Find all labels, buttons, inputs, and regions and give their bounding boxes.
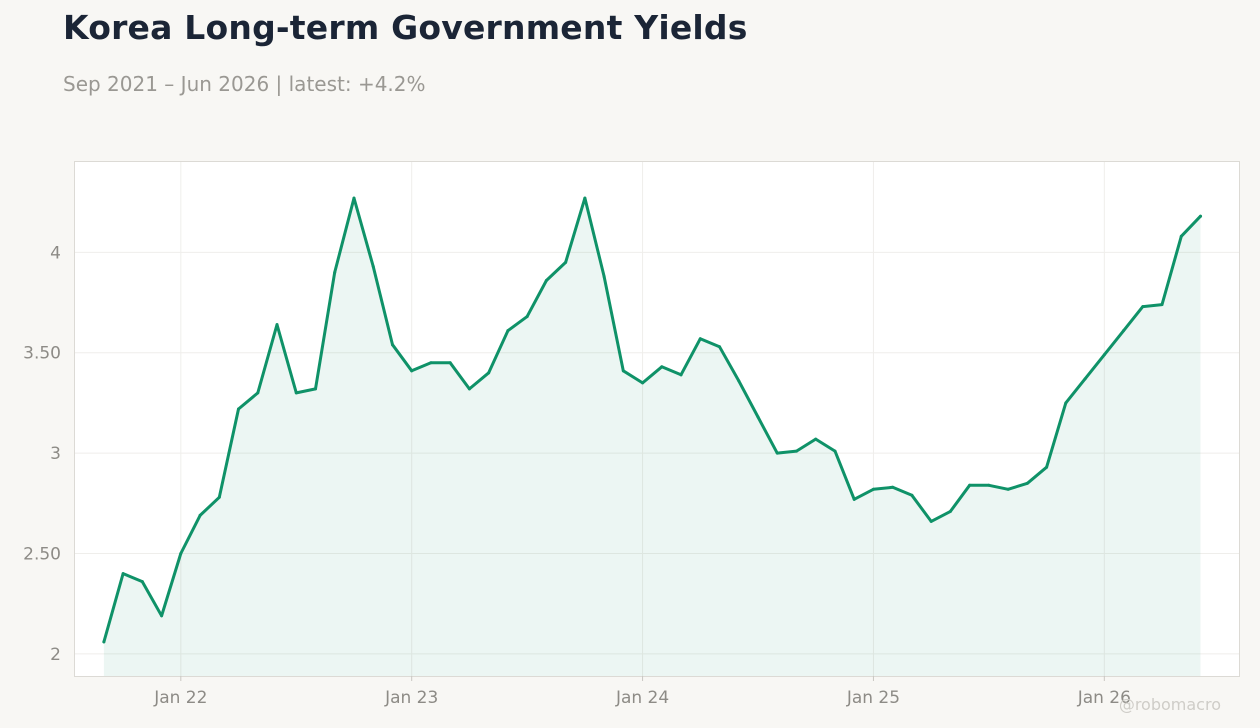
data-point (660, 365, 664, 369)
data-point (275, 323, 279, 327)
data-point (102, 640, 106, 644)
x-tick-label: Jan 23 (384, 688, 438, 708)
data-point (987, 483, 991, 487)
y-tick-label: 2.50 (23, 545, 61, 565)
data-point (871, 487, 875, 491)
data-point (410, 369, 414, 373)
y-tick-label: 3 (50, 444, 61, 464)
data-point (333, 270, 337, 274)
data-point (756, 415, 760, 419)
data-point (679, 373, 683, 377)
series-area (103, 198, 1201, 676)
data-point (1045, 465, 1049, 469)
data-point (564, 260, 568, 264)
data-point (775, 451, 779, 455)
y-axis: 2 2.50 3 3.50 4 (23, 243, 1105, 681)
x-tick-label: Jan 26 (1077, 688, 1131, 708)
data-point (718, 345, 722, 349)
data-point (237, 407, 241, 411)
data-point (891, 485, 895, 489)
series-line (102, 196, 1202, 644)
y-tick-label: 4 (50, 243, 61, 263)
x-tick-label: Jan 22 (153, 688, 207, 708)
x-axis: Jan 22 Jan 23 Jan 24 Jan 25 Jan 26 (153, 688, 1131, 708)
data-point (1122, 329, 1126, 333)
x-tick-label: Jan 25 (846, 688, 900, 708)
data-point (390, 343, 394, 347)
data-point (121, 572, 125, 576)
data-point (621, 369, 625, 373)
y-tick-label: 3.50 (23, 344, 61, 364)
data-point (487, 371, 491, 375)
data-point (1064, 401, 1068, 405)
data-point (140, 580, 144, 584)
data-point (1199, 214, 1203, 218)
data-point (968, 483, 972, 487)
data-point (160, 614, 164, 618)
data-point (313, 387, 317, 391)
chart-subtitle: Sep 2021 – Jun 2026 | latest: +4.2% (63, 72, 426, 96)
data-point (1141, 305, 1145, 309)
data-point (179, 552, 183, 556)
data-point (833, 449, 837, 453)
data-point (737, 379, 741, 383)
data-point (929, 519, 933, 523)
data-point (948, 509, 952, 513)
data-point (794, 449, 798, 453)
x-tick-label: Jan 24 (615, 688, 669, 708)
watermark: @robomacro (1119, 695, 1221, 714)
data-point (1083, 377, 1087, 381)
data-point (198, 513, 202, 517)
data-point (1179, 234, 1183, 238)
data-point (1025, 481, 1029, 485)
data-point (641, 381, 645, 385)
data-point (352, 196, 356, 200)
data-point (1006, 487, 1010, 491)
data-point (852, 497, 856, 501)
chart-title: Korea Long-term Government Yields (63, 8, 748, 47)
data-point (467, 387, 471, 391)
data-point (448, 361, 452, 365)
data-point (429, 361, 433, 365)
data-point (910, 493, 914, 497)
data-point (814, 437, 818, 441)
data-point (1160, 303, 1164, 307)
data-point (371, 264, 375, 268)
data-point (583, 196, 587, 200)
data-point (506, 329, 510, 333)
data-point (525, 315, 529, 319)
data-point (217, 495, 221, 499)
plot-area (74, 161, 1240, 677)
data-point (1102, 353, 1106, 357)
data-point (294, 391, 298, 395)
y-tick-label: 2 (50, 645, 61, 665)
series-group (102, 196, 1203, 676)
data-point (602, 274, 606, 278)
data-point (256, 391, 260, 395)
data-point (544, 278, 548, 282)
data-point (698, 337, 702, 341)
